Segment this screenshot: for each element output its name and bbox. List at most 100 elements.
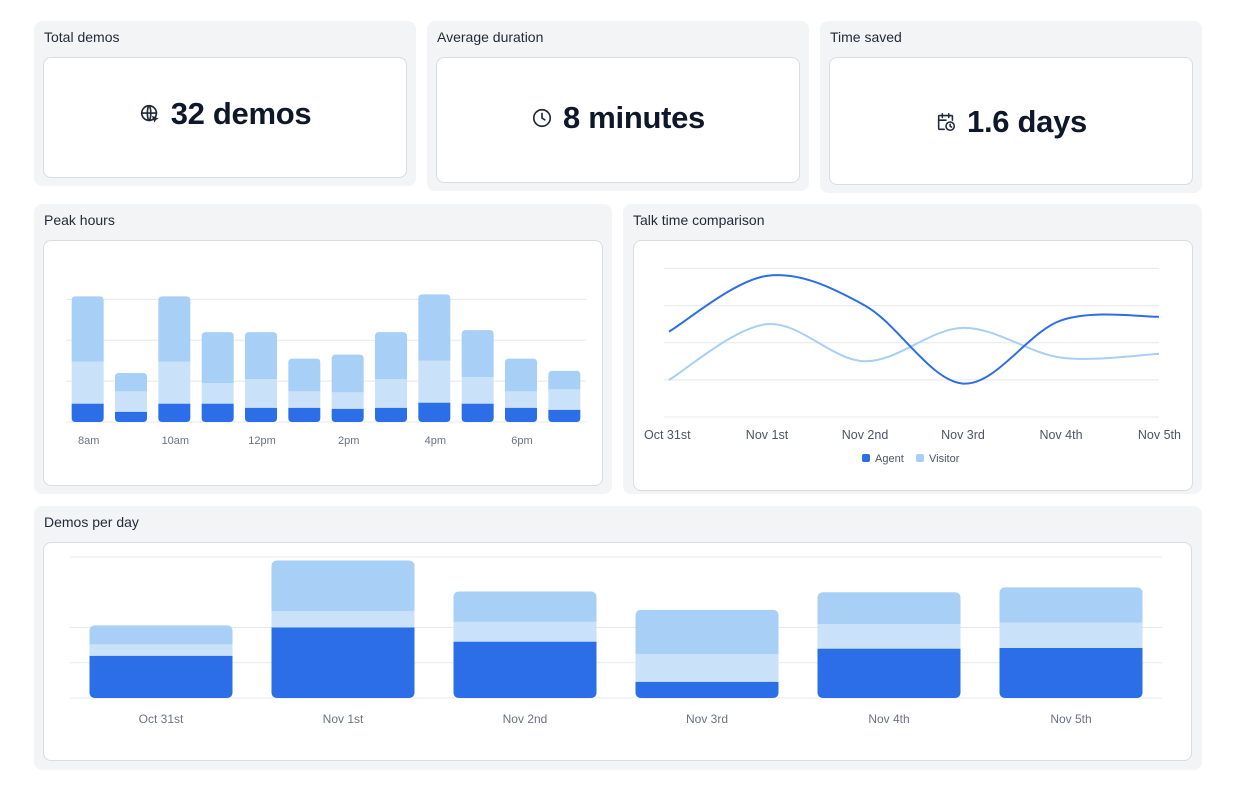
demos-bar-nov-5th-light bbox=[999, 622, 1143, 648]
peak-bar-2pm-dark bbox=[331, 408, 364, 422]
peak-bar-6pm-light bbox=[505, 391, 537, 408]
total-demos-title: Total demos bbox=[44, 29, 120, 45]
demos-bar-nov-2nd-dark bbox=[453, 641, 597, 698]
clock-icon bbox=[532, 108, 552, 128]
peak-tick-label: 2pm bbox=[338, 435, 359, 447]
talk-time-panel: Talk time comparison Oct 31st Nov 1st Nov … bbox=[623, 204, 1202, 494]
demos-bar-nov-4th-mid bbox=[817, 592, 961, 624]
peak-bar-7pm-mid bbox=[548, 370, 581, 390]
demos-bar-nov-1st-mid bbox=[271, 560, 415, 612]
demos-tick-label: Nov 3rd bbox=[686, 712, 728, 726]
total-demos-panel: Total demos 32 demos bbox=[34, 21, 416, 186]
peak-bar-5pm-mid bbox=[461, 330, 494, 378]
demos-tick-label: Oct 31st bbox=[139, 712, 184, 726]
talk-tick-label: Nov 4th bbox=[1039, 428, 1082, 442]
demos-bar-oct-31st-mid bbox=[89, 625, 233, 645]
peak-bar-4pm-light bbox=[418, 360, 451, 403]
talk-tick-label: Nov 1st bbox=[746, 428, 789, 442]
legend-swatch-visitor bbox=[916, 454, 924, 462]
demos-tick-label: Nov 1st bbox=[323, 712, 364, 726]
demos-tick-label: Nov 5th bbox=[1050, 712, 1091, 726]
total-demos-card: 32 demos bbox=[43, 57, 407, 178]
demos-bar-oct-31st-dark bbox=[89, 655, 233, 698]
peak-hours-title: Peak hours bbox=[44, 212, 115, 228]
peak-bar-7pm-dark bbox=[548, 409, 581, 422]
legend-swatch-agent bbox=[862, 454, 870, 462]
demos-bar-oct-31st-light bbox=[89, 644, 233, 656]
time-saved-title: Time saved bbox=[830, 29, 902, 45]
demos-bar-nov-2nd-light bbox=[453, 621, 597, 642]
peak-bar-6pm-dark bbox=[505, 407, 537, 422]
average-duration-panel: Average duration 8 minutes bbox=[427, 21, 809, 191]
peak-bar-4pm-mid bbox=[418, 294, 451, 361]
peak-bar-10am-dark bbox=[158, 403, 191, 422]
peak-bar-10am-light bbox=[158, 361, 191, 404]
average-duration-value: 8 minutes bbox=[562, 100, 705, 135]
peak-bar-11am-dark bbox=[201, 403, 234, 422]
talk-tick-label: Nov 5th bbox=[1138, 428, 1181, 442]
peak-bar-12pm-mid bbox=[245, 332, 277, 380]
talk-tick-label: Oct 31st bbox=[644, 428, 691, 442]
time-saved-value: 1.6 days bbox=[967, 104, 1087, 139]
peak-hours-panel: Peak hours 8am 10am 12pm 2pm 4pm 6pm bbox=[34, 204, 612, 494]
peak-bar-11am-mid bbox=[201, 332, 234, 384]
peak-bar-1pm-mid bbox=[288, 358, 321, 392]
demos-tick-label: Nov 4th bbox=[868, 712, 909, 726]
average-duration-card: 8 minutes bbox=[436, 57, 800, 183]
peak-bar-1pm-dark bbox=[288, 407, 321, 422]
calendar-clock-icon bbox=[937, 112, 956, 132]
demos-bar-nov-4th-dark bbox=[817, 648, 961, 698]
legend-label-visitor: Visitor bbox=[929, 453, 960, 465]
demos-per-day-chart: Oct 31st Nov 1st Nov 2nd Nov 3rd Nov 4th Nov … bbox=[70, 556, 1162, 726]
peak-bar-8am-mid bbox=[71, 296, 104, 362]
average-duration-title: Average duration bbox=[437, 29, 544, 45]
peak-tick-label: 12pm bbox=[248, 435, 276, 447]
peak-bar-12pm-light bbox=[245, 379, 277, 408]
talk-tick-label: Nov 3rd bbox=[941, 428, 985, 442]
talk-time-chart: Oct 31st Nov 1st Nov 2nd Nov 3rd Nov 4th Nov … bbox=[644, 267, 1181, 465]
talk-line-agent bbox=[668, 274, 1160, 385]
demos-bar-nov-3rd-light bbox=[635, 654, 779, 682]
demos-bar-nov-1st-light bbox=[271, 611, 415, 628]
peak-bar-3pm-dark bbox=[375, 407, 407, 422]
demos-per-day-card: Oct 31st Nov 1st Nov 2nd Nov 3rd Nov 4th Nov … bbox=[43, 542, 1192, 761]
peak-bar-7pm-light bbox=[548, 389, 581, 410]
time-saved-panel: Time saved 1.6 days bbox=[820, 21, 1202, 193]
peak-bar-1pm-light bbox=[288, 391, 321, 408]
peak-bar-2pm-light bbox=[331, 392, 364, 409]
demos-bar-nov-4th-light bbox=[817, 623, 961, 649]
peak-hours-chart: 8am 10am 12pm 2pm 4pm 6pm bbox=[66, 294, 586, 447]
demos-bar-nov-3rd-dark bbox=[635, 681, 779, 698]
peak-bar-2pm-mid bbox=[331, 354, 364, 393]
time-saved-card: 1.6 days bbox=[829, 57, 1193, 185]
demos-bar-nov-1st-dark bbox=[271, 627, 415, 698]
peak-bar-3pm-mid bbox=[375, 332, 407, 380]
legend-label-agent: Agent bbox=[875, 453, 904, 465]
demos-bar-nov-5th-dark bbox=[999, 647, 1143, 698]
demos-per-day-title: Demos per day bbox=[44, 514, 139, 530]
peak-bar-9am-dark bbox=[115, 411, 147, 422]
peak-bar-4pm-dark bbox=[418, 402, 451, 422]
demos-bar-nov-3rd-mid bbox=[635, 609, 779, 655]
demos-per-day-panel: Demos per day Oct 31st Nov 1st Nov 2nd Nov … bbox=[34, 506, 1202, 770]
talk-time-card: Oct 31st Nov 1st Nov 2nd Nov 3rd Nov 4th Nov … bbox=[633, 240, 1193, 491]
demos-bar-nov-5th-mid bbox=[999, 587, 1143, 623]
peak-bar-3pm-light bbox=[375, 379, 407, 408]
talk-tick-label: Nov 2nd bbox=[842, 428, 889, 442]
peak-hours-card: 8am 10am 12pm 2pm 4pm 6pm bbox=[43, 240, 603, 486]
peak-bar-8am-dark bbox=[71, 403, 104, 422]
peak-bar-9am-light bbox=[115, 391, 147, 412]
peak-bar-5pm-light bbox=[461, 377, 494, 404]
demos-bar-nov-2nd-mid bbox=[453, 591, 597, 622]
peak-tick-label: 4pm bbox=[425, 435, 446, 447]
talk-line-visitor bbox=[668, 323, 1160, 381]
talk-time-title: Talk time comparison bbox=[633, 212, 765, 228]
peak-tick-label: 8am bbox=[78, 435, 99, 447]
peak-tick-label: 10am bbox=[162, 435, 190, 447]
peak-bar-9am-mid bbox=[115, 372, 147, 392]
peak-bar-10am-mid bbox=[158, 296, 191, 362]
peak-bar-11am-light bbox=[201, 383, 234, 404]
demos-tick-label: Nov 2nd bbox=[503, 712, 548, 726]
peak-bar-6pm-mid bbox=[505, 358, 537, 392]
peak-bar-5pm-dark bbox=[461, 403, 494, 422]
